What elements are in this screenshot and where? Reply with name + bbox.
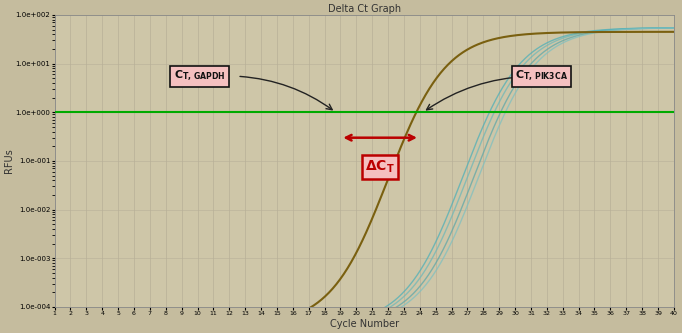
Y-axis label: RFUs: RFUs xyxy=(4,149,14,173)
Text: $\mathbf{C_{T,\,GAPDH}}$: $\mathbf{C_{T,\,GAPDH}}$ xyxy=(174,69,225,84)
Text: $\mathbf{C_{T,\,PIK3CA}}$: $\mathbf{C_{T,\,PIK3CA}}$ xyxy=(515,69,568,84)
Title: Delta Ct Graph: Delta Ct Graph xyxy=(327,4,401,14)
Text: $\mathbf{\Delta C_{T}}$: $\mathbf{\Delta C_{T}}$ xyxy=(366,159,395,175)
X-axis label: Cycle Number: Cycle Number xyxy=(329,319,399,329)
